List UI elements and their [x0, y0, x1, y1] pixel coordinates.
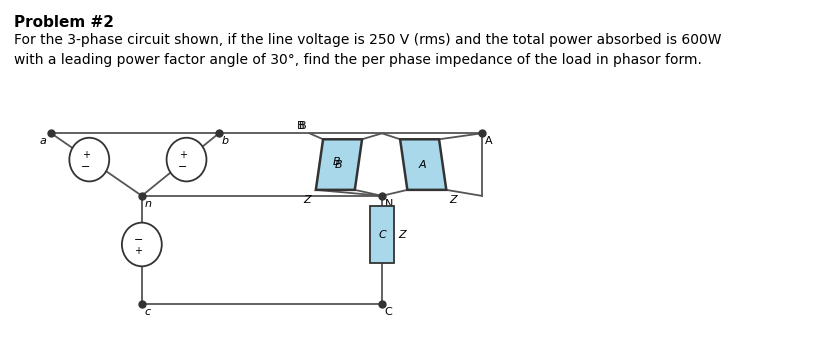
- Circle shape: [70, 138, 110, 181]
- Text: C: C: [384, 307, 393, 317]
- Text: Z: Z: [449, 195, 457, 205]
- Text: n: n: [144, 199, 152, 209]
- Text: A: A: [419, 160, 427, 170]
- FancyBboxPatch shape: [370, 206, 393, 263]
- Circle shape: [167, 138, 207, 181]
- Text: A: A: [486, 136, 493, 146]
- Text: Z: Z: [304, 195, 311, 205]
- Text: +: +: [81, 150, 90, 160]
- Text: B: B: [299, 121, 307, 132]
- Circle shape: [122, 223, 162, 266]
- Text: −: −: [81, 161, 90, 171]
- Text: c: c: [144, 307, 151, 317]
- Text: −: −: [134, 235, 143, 245]
- Text: Problem #2: Problem #2: [14, 15, 114, 30]
- Text: B: B: [297, 121, 305, 132]
- Text: For the 3-phase circuit shown, if the line voltage is 250 V (rms) and the total : For the 3-phase circuit shown, if the li…: [14, 33, 721, 67]
- Text: C: C: [378, 229, 386, 239]
- Text: B: B: [334, 160, 342, 170]
- Text: B: B: [333, 157, 340, 167]
- Text: +: +: [134, 246, 142, 256]
- Polygon shape: [316, 139, 362, 190]
- Text: +: +: [179, 150, 187, 160]
- Text: b: b: [222, 136, 229, 146]
- Text: Z: Z: [398, 229, 406, 239]
- Polygon shape: [400, 139, 447, 190]
- Text: −: −: [178, 161, 188, 171]
- Text: a: a: [40, 136, 46, 146]
- Text: N: N: [384, 199, 393, 209]
